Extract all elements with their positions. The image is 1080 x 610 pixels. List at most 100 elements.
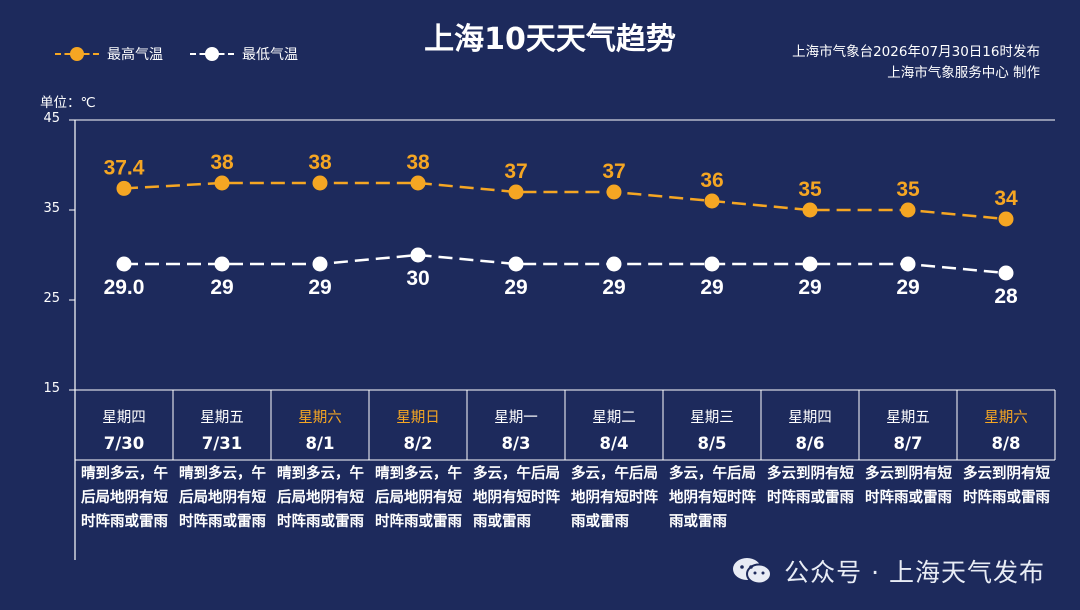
publisher-line-2: 上海市气象服务中心 制作	[887, 65, 1040, 81]
weekday-label: 星期一	[494, 410, 538, 426]
forecast-description: 多云，午后局地阴有短时阵雨或雷雨	[571, 466, 658, 530]
y-tick-label: 25	[43, 291, 60, 306]
date-label: 8/8	[991, 434, 1021, 453]
data-label-low: 29	[798, 276, 821, 299]
data-point-low	[900, 256, 916, 272]
data-point-high	[214, 175, 230, 191]
data-point-high	[606, 184, 622, 200]
forecast-description: 多云，午后局地阴有短时阵雨或雷雨	[473, 466, 560, 530]
data-point-high	[704, 193, 720, 209]
data-label-high: 38	[210, 151, 234, 174]
forecast-description: 多云到阴有短时阵雨或雷雨	[767, 466, 854, 506]
weekday-label: 星期五	[886, 410, 930, 426]
legend-label-low: 最低气温	[242, 47, 298, 63]
forecast-description: 晴到多云，午后局地阴有短时阵雨或雷雨	[179, 466, 266, 530]
weekday-label: 星期三	[690, 410, 734, 426]
date-label: 8/7	[893, 434, 923, 453]
data-point-low	[998, 265, 1014, 281]
y-tick-label: 35	[43, 201, 60, 216]
data-label-high: 38	[406, 151, 430, 174]
legend-item-low: 最低气温	[190, 44, 298, 64]
forecast-description: 多云，午后局地阴有短时阵雨或雷雨	[669, 466, 756, 530]
data-label-low: 29	[210, 276, 233, 299]
weekday-label: 星期四	[788, 410, 832, 426]
day-header-row: 星期四 7/30 星期五 7/31 星期六 8/1 星期日 8/2 星期一 8/3 星期二 8/4 星期…	[75, 390, 1055, 460]
legend-label-high: 最高气温	[107, 47, 163, 63]
data-point-high	[312, 175, 328, 191]
weekday-label: 星期六	[298, 410, 342, 426]
forecast-description: 晴到多云，午后局地阴有短时阵雨或雷雨	[375, 466, 462, 530]
data-label-high: 34	[994, 187, 1018, 210]
day-cell: 星期四 8/6	[761, 390, 859, 460]
data-label-high: 38	[308, 151, 332, 174]
data-label-low: 29	[504, 276, 527, 299]
data-point-low	[312, 256, 328, 272]
day-cell: 星期六 8/1	[271, 390, 369, 460]
data-point-low	[606, 256, 622, 272]
series-line-high	[123, 181, 1007, 221]
data-label-low: 28	[994, 285, 1018, 308]
data-point-low	[116, 256, 132, 272]
publisher-line-1: 上海市气象台2026年07月30日16时发布	[792, 44, 1040, 60]
legend-item-high: 最高气温	[55, 44, 163, 64]
watermark: 公众号 · 上海天气发布	[732, 553, 1045, 589]
data-label-low: 30	[406, 267, 429, 290]
forecast-description: 多云到阴有短时阵雨或雷雨	[963, 466, 1050, 506]
y-tick-label: 15	[43, 381, 60, 396]
data-label-high: 35	[896, 178, 920, 201]
data-point-high	[508, 184, 524, 200]
data-label-low: 29	[896, 276, 919, 299]
data-point-low	[508, 256, 524, 272]
data-point-low	[410, 247, 426, 263]
day-cell: 星期五 7/31	[173, 390, 271, 460]
date-label: 7/31	[201, 434, 243, 453]
publisher-info: 上海市气象台2026年07月30日16时发布 上海市气象服务中心 制作	[792, 42, 1040, 84]
data-point-low	[214, 256, 230, 272]
weekday-label: 星期六	[984, 410, 1028, 426]
day-cell: 星期五 8/7	[859, 390, 957, 460]
weekday-label: 星期二	[592, 410, 636, 426]
data-point-high	[900, 202, 916, 218]
data-point-high	[998, 211, 1014, 227]
data-point-high	[802, 202, 818, 218]
data-label-high: 35	[798, 178, 822, 201]
unit-label: 单位：℃	[40, 95, 96, 111]
data-label-high: 37.4	[104, 156, 145, 179]
legend-swatch-high	[55, 47, 99, 61]
date-label: 8/1	[305, 434, 335, 453]
day-cell: 星期四 7/30	[75, 390, 173, 460]
date-label: 8/6	[795, 434, 825, 453]
forecast-description: 晴到多云，午后局地阴有短时阵雨或雷雨	[277, 466, 364, 530]
day-cell: 星期六 8/8	[957, 390, 1055, 460]
data-point-high	[410, 175, 426, 191]
weekday-label: 星期四	[102, 410, 146, 426]
date-label: 8/4	[599, 434, 629, 453]
weekday-label: 星期日	[396, 410, 440, 426]
weekday-label: 星期五	[200, 410, 244, 426]
date-label: 7/30	[103, 434, 145, 453]
page-title: 上海10天天气趋势	[424, 22, 676, 57]
day-cell: 星期二 8/4	[565, 390, 663, 460]
series-line-low	[124, 253, 1007, 275]
day-cell: 星期三 8/5	[663, 390, 761, 460]
data-point-low	[704, 256, 720, 272]
data-label-low: 29	[602, 276, 625, 299]
date-label: 8/5	[697, 434, 727, 453]
data-label-high: 37	[504, 160, 527, 183]
data-label-low: 29	[308, 276, 331, 299]
data-label-high: 37	[602, 160, 625, 183]
forecast-description: 晴到多云，午后局地阴有短时阵雨或雷雨	[81, 466, 168, 530]
date-label: 8/3	[501, 434, 531, 453]
data-point-high	[116, 180, 132, 196]
date-label: 8/2	[403, 434, 433, 453]
data-point-low	[802, 256, 818, 272]
day-cell: 星期日 8/2	[369, 390, 467, 460]
day-cell: 星期一 8/3	[467, 390, 565, 460]
data-label-low: 29.0	[104, 276, 145, 299]
legend-swatch-low	[190, 47, 234, 61]
watermark-text: 公众号 · 上海天气发布	[784, 558, 1045, 587]
data-label-low: 29	[700, 276, 723, 299]
y-tick-label: 45	[43, 111, 60, 126]
forecast-description: 多云到阴有短时阵雨或雷雨	[865, 466, 952, 506]
